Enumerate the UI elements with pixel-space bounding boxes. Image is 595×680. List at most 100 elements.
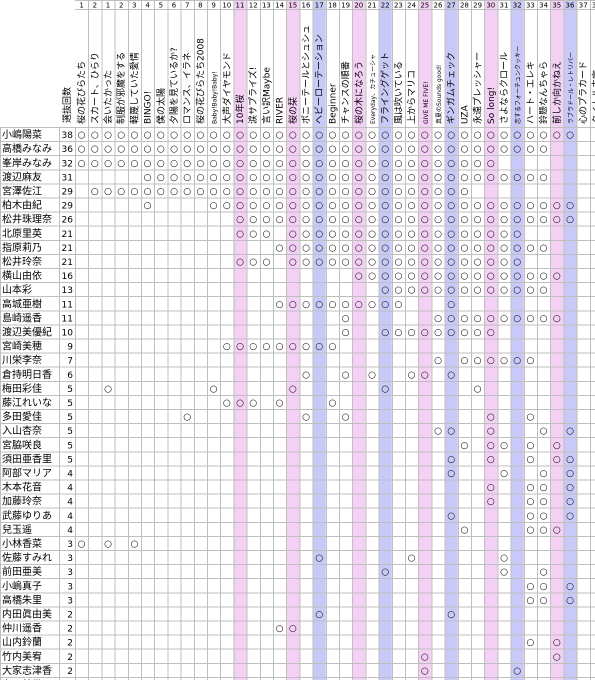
selection-mark: ○: [276, 342, 284, 352]
selection-mark: ○: [421, 258, 429, 268]
selection-mark: ○: [315, 159, 323, 169]
selection-mark: ○: [474, 314, 482, 324]
song-title: 10年桜: [234, 95, 246, 124]
selection-mark: ○: [460, 314, 468, 324]
selection-mark: ○: [540, 243, 548, 253]
selection-mark: ○: [540, 173, 548, 183]
column-number: 26: [434, 2, 443, 10]
song-title: 心のプラカード: [578, 61, 589, 124]
selection-mark: ○: [394, 173, 402, 183]
selection-mark: ○: [117, 131, 125, 141]
selection-mark: ○: [249, 187, 257, 197]
selection-mark: ○: [447, 201, 455, 211]
selection-mark: ○: [91, 145, 99, 155]
song-title: スカート、ひらり: [90, 52, 101, 124]
table-header: 選抜回数 1 桜の花びらたち 2 スカート、ひらり 1 会いたかった 2 制服が邪魔をする 3 軽…: [61, 2, 595, 125]
selection-mark: ○: [223, 399, 231, 409]
selection-mark: ○: [236, 145, 244, 155]
selection-mark: ○: [91, 187, 99, 197]
table-row: 大家志津香 2 ○ ○: [2, 664, 521, 677]
selection-mark: ○: [342, 229, 350, 239]
selection-mark: ○: [210, 187, 218, 197]
column-number: 1: [106, 2, 110, 10]
selection-mark: ○: [421, 145, 429, 155]
member-name: 宮脇咲良: [2, 438, 42, 451]
table-body: 小嶋陽菜 38 ○ ○ ○ ○ ○ ○ ○ ○ ○ ○ ○ ○ ○ ○ ○ ○ ○ ○ ○ ○ ○ ○ ○ ○ ○ ○ ○ ○ ○ ○ ○ ○ ○ ○…: [2, 128, 574, 680]
song-title: 前しか向かねえ: [551, 61, 563, 124]
selection-mark: ○: [394, 187, 402, 197]
selection-mark: ○: [315, 187, 323, 197]
selection-mark: ○: [368, 187, 376, 197]
selection-mark: ○: [553, 314, 561, 324]
member-name: 仲川遥香: [2, 622, 42, 635]
column-number: 16: [302, 2, 311, 10]
column-number: 4: [145, 2, 150, 10]
selection-mark: ○: [315, 131, 323, 141]
selection-mark: ○: [447, 243, 455, 253]
selection-mark: ○: [249, 159, 257, 169]
song-title: ギンガムチェック: [446, 52, 457, 124]
selection-mark: ○: [500, 258, 508, 268]
selection-mark: ○: [328, 399, 336, 409]
selection-mark: ○: [130, 187, 138, 197]
selection-mark: ○: [566, 427, 574, 437]
selection-mark: ○: [355, 145, 363, 155]
selection-mark: ○: [421, 370, 429, 380]
member-name: 阿部マリア: [2, 467, 52, 480]
selection-mark: ○: [421, 652, 429, 662]
selection-mark: ○: [474, 131, 482, 141]
selection-mark: ○: [117, 187, 125, 197]
selection-mark: ○: [368, 145, 376, 155]
table-row: 峯岸みなみ 32 ○ ○ ○ ○ ○ ○ ○ ○ ○ ○ ○ ○ ○ ○ ○ ○ ○ ○ ○ ○ ○ ○ ○ ○ ○ ○ ○ ○ ○ ○ ○ ○: [2, 157, 495, 169]
song-title: 涙サプライズ!: [247, 67, 259, 124]
selection-mark: ○: [104, 187, 112, 197]
song-title: 桜の栞: [287, 97, 299, 124]
song-title: さよならクロール: [499, 52, 510, 124]
column-number: 2: [119, 2, 123, 10]
selection-mark: ○: [342, 187, 350, 197]
selection-mark: ○: [223, 159, 231, 169]
selection-mark: ○: [526, 511, 534, 521]
selection-mark: ○: [249, 258, 257, 268]
selection-mark: ○: [368, 215, 376, 225]
table-row: 渡辺麻友 31 ○ ○ ○ ○ ○ ○ ○ ○ ○ ○ ○ ○ ○ ○ ○ ○ ○ ○ ○ ○ ○ ○ ○ ○ ○ ○ ○ ○ ○ ○ ○: [2, 170, 548, 183]
selection-mark: ○: [500, 131, 508, 141]
selection-count: 32: [62, 159, 73, 169]
selection-mark: ○: [196, 173, 204, 183]
selection-mark: ○: [342, 173, 350, 183]
selection-mark: ○: [500, 469, 508, 479]
selection-mark: ○: [526, 286, 534, 296]
selection-mark: ○: [368, 300, 376, 310]
song-title: 恋するフォーチュンクッキー: [514, 46, 522, 124]
member-name: 木本花音: [2, 481, 42, 494]
member-name: 梅田彩佳: [2, 382, 42, 395]
selection-mark: ○: [394, 145, 402, 155]
selection-mark: ○: [104, 384, 112, 394]
selection-mark: ○: [421, 131, 429, 141]
selection-mark: ○: [447, 145, 455, 155]
selection-mark: ○: [236, 201, 244, 211]
selection-mark: ○: [566, 582, 574, 592]
selection-mark: ○: [434, 243, 442, 253]
selection-mark: ○: [526, 272, 534, 282]
selection-mark: ○: [434, 131, 442, 141]
selection-mark: ○: [328, 215, 336, 225]
selection-mark: ○: [394, 286, 402, 296]
column-number: 18: [328, 2, 337, 10]
selection-mark: ○: [421, 328, 429, 338]
selection-count: 2: [67, 667, 73, 677]
column-number: 31: [500, 2, 509, 10]
selection-mark: ○: [566, 131, 574, 141]
member-name: 前田亜美: [2, 565, 42, 578]
selection-mark: ○: [302, 187, 310, 197]
selection-mark: ○: [513, 666, 521, 676]
selection-mark: ○: [394, 328, 402, 338]
selection-mark: ○: [487, 441, 495, 451]
selection-mark: ○: [487, 258, 495, 268]
selection-count: 11: [62, 314, 73, 324]
selection-mark: ○: [302, 370, 310, 380]
selection-mark: ○: [526, 243, 534, 253]
selection-mark: ○: [328, 145, 336, 155]
member-name: 渡辺美優紀: [2, 326, 52, 339]
